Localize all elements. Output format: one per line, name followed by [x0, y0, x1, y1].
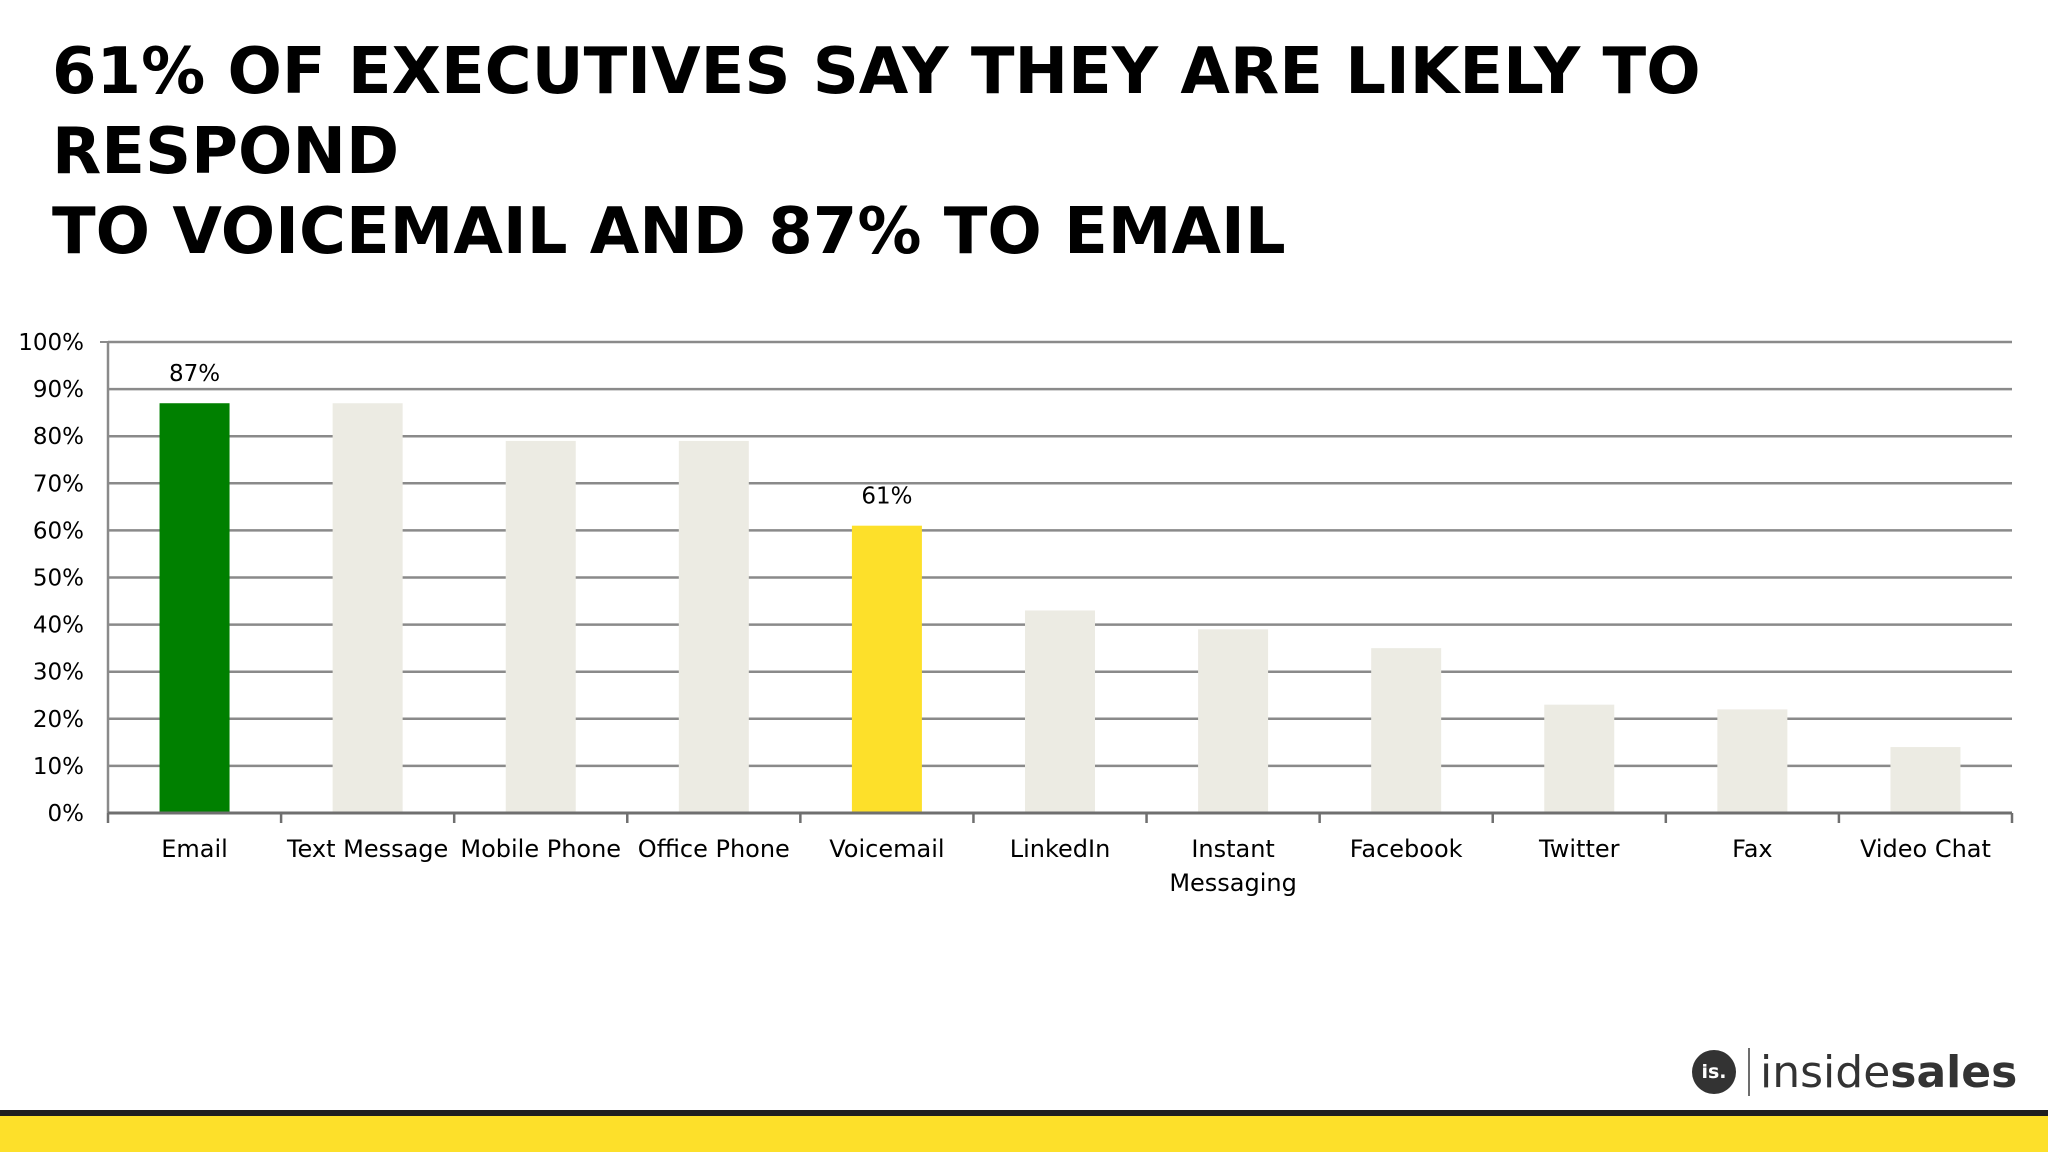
- bar: [678, 440, 749, 813]
- bar: [332, 403, 403, 813]
- y-tick-label: 70%: [33, 471, 84, 497]
- title-line-1: 61% OF EXECUTIVES SAY THEY ARE LIKELY TO…: [52, 35, 1701, 189]
- x-tick-label: Messaging: [1169, 869, 1297, 897]
- bar: [505, 440, 576, 813]
- logo-wordmark: insidesales: [1760, 1047, 2017, 1098]
- bar: [159, 403, 230, 813]
- y-tick-label: 90%: [33, 377, 84, 403]
- y-tick-label: 20%: [33, 707, 84, 733]
- x-tick-label: Instant: [1191, 835, 1275, 863]
- data-label: 61%: [861, 484, 912, 510]
- bar: [1544, 704, 1615, 813]
- gridlines: [108, 340, 2012, 768]
- bars: [159, 403, 1961, 813]
- data-labels: 87% 61%: [169, 361, 912, 509]
- logo-name-bold: sales: [1890, 1046, 2018, 1098]
- y-axis-tick-labels: 0% 10% 20% 30% 40% 50% 60% 70% 80% 90% 100%: [18, 330, 84, 827]
- y-tick-label: 0%: [48, 801, 85, 827]
- x-tick-label: Fax: [1732, 835, 1773, 863]
- x-tick-label: LinkedIn: [1010, 835, 1111, 863]
- logo-name-light: inside: [1760, 1046, 1891, 1098]
- bar-chart: 0% 10% 20% 30% 40% 50% 60% 70% 80% 90% 100% 87% 61%…: [18, 330, 2014, 897]
- y-tick-label: 10%: [33, 754, 84, 780]
- footer-rule: [0, 1110, 2048, 1116]
- x-axis-tick-labels: Email Text Message Mobile Phone Office Phon…: [161, 835, 1991, 897]
- bar: [1717, 709, 1788, 813]
- y-tick-label: 40%: [33, 613, 84, 639]
- x-tick-label: Mobile Phone: [460, 835, 621, 863]
- x-tick-label: Facebook: [1350, 835, 1463, 863]
- x-tick-label: Twitter: [1538, 835, 1620, 863]
- logo-mark-icon: is.: [1692, 1050, 1736, 1094]
- bar: [1198, 629, 1269, 813]
- x-tick-label: Voicemail: [829, 835, 944, 863]
- footer-band: [0, 1116, 2048, 1152]
- logo-divider: [1748, 1048, 1750, 1096]
- bar: [1890, 747, 1961, 813]
- x-tick-label: Video Chat: [1860, 835, 1991, 863]
- bar: [1371, 648, 1442, 813]
- y-tick-label: 30%: [33, 660, 84, 686]
- bar: [1025, 610, 1095, 813]
- y-tick-label: 50%: [33, 566, 84, 592]
- x-axis: [100, 341, 2014, 823]
- title-line-2: TO VOICEMAIL AND 87% TO EMAIL: [52, 195, 1286, 269]
- insidesales-logo: is. insidesales: [1692, 1038, 2017, 1106]
- bar: [851, 525, 922, 813]
- x-tick-label: Office Phone: [638, 835, 790, 863]
- y-tick-label: 60%: [33, 518, 84, 544]
- data-label: 87%: [169, 361, 220, 387]
- y-tick-label: 100%: [18, 330, 84, 356]
- slide-title: 61% OF EXECUTIVES SAY THEY ARE LIKELY TO…: [52, 32, 2012, 272]
- x-tick-label: Text Message: [286, 835, 448, 863]
- y-tick-label: 80%: [33, 424, 84, 450]
- x-tick-label: Email: [161, 835, 228, 863]
